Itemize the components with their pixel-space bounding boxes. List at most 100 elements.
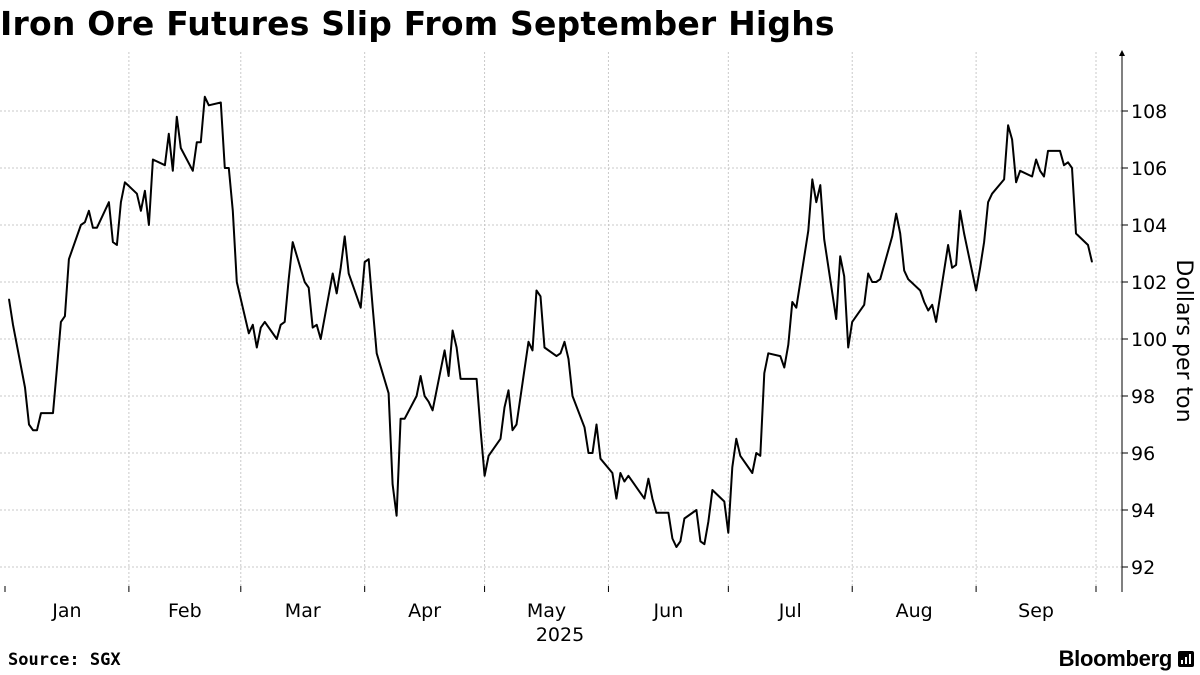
data-point [991,193,993,195]
data-point [1063,164,1065,166]
data-point [863,304,865,306]
data-point [951,267,953,269]
data-point [336,292,338,294]
data-point [312,327,314,329]
data-point [683,517,686,520]
data-point [567,358,570,360]
data-point [420,375,422,377]
data-point [671,537,674,540]
data-point [220,101,222,104]
data-point [24,386,26,389]
data-point [879,278,881,280]
data-point [284,321,286,323]
data-point [404,418,406,420]
data-point [208,104,210,106]
data-point [599,458,602,460]
data-point [983,241,985,243]
data-point [899,232,901,235]
data-point [36,429,38,431]
data-point [1067,161,1069,163]
x-tick-label: Apr [408,600,441,622]
data-point [344,235,346,237]
data-point [172,170,174,172]
data-point [196,141,198,143]
data-point [12,324,14,326]
data-point [224,167,226,169]
data-point [80,224,82,226]
data-point [535,289,538,292]
data-point [148,224,150,226]
data-point [759,455,761,457]
series-layer [8,95,1093,548]
data-point [232,210,234,212]
data-point [655,512,658,514]
data-point [931,304,933,306]
x-tick-label: Jan [51,600,81,622]
data-point [543,346,546,349]
x-tick-label: Jun [653,600,684,622]
data-point [108,201,110,203]
data-point [787,344,789,346]
data-point [228,167,230,169]
data-point [959,210,961,212]
data-point [1071,167,1073,169]
data-point [176,116,178,118]
data-point [695,509,698,511]
data-point [703,543,706,545]
data-point [484,475,486,477]
data-point [731,466,733,468]
data-point [815,201,817,203]
data-point [727,532,729,534]
data-point [448,375,450,377]
data-point [8,298,10,300]
brand-logo: Bloomberg [1059,646,1194,672]
data-point [1007,124,1009,126]
data-point [364,261,366,263]
data-point [368,258,370,260]
data-point [767,352,769,354]
data-point [559,352,562,354]
x-tick-label: Aug [896,600,933,622]
data-point [252,324,254,326]
y-tick-label: 102 [1131,272,1167,294]
data-point [164,164,166,166]
source-note: Source: SGX [8,650,121,670]
data-point [699,540,702,542]
data-point [791,301,793,303]
data-point [611,472,614,474]
data-point [679,540,682,542]
y-axis: 92 94 96 98 100 102 104 106 108 [1119,50,1167,592]
data-point [480,429,482,431]
data-point [1015,181,1017,183]
y-tick-label: 92 [1131,557,1155,579]
data-point [751,472,753,474]
data-point [304,281,306,283]
data-point [56,366,58,369]
data-point [739,455,741,457]
x-tick-label: Sep [1018,600,1054,622]
data-point [1087,244,1089,246]
data-point [308,287,310,289]
data-point [1035,158,1037,161]
y-tick-label: 96 [1131,443,1155,465]
data-point [903,270,905,272]
data-point [376,352,378,354]
data-point [643,498,646,500]
data-point [424,395,426,397]
data-point [140,210,142,212]
data-point [755,452,757,454]
data-point [204,96,206,98]
data-point [507,389,510,391]
data-point [360,307,362,309]
data-point [124,181,126,183]
x-axis: Jan Feb Mar Apr May Jun Jul Aug Sep [4,586,1097,622]
data-point [527,341,530,343]
data-point [1003,178,1005,180]
data-point [707,520,710,523]
data-point [531,349,534,351]
x-tick-label: Jul [778,600,802,622]
data-point [555,355,558,357]
data-point [947,244,949,246]
data-point [444,349,446,351]
